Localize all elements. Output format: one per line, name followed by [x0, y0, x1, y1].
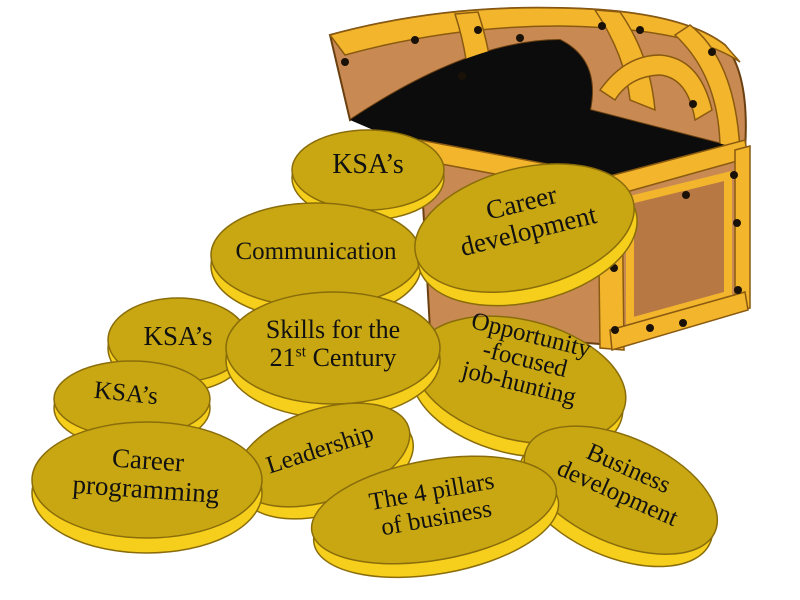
coin-career-development	[414, 163, 638, 307]
coin-label-skills: Skills for the 21st Century	[238, 315, 428, 372]
coin-label-ksa-top: KSA’s	[308, 149, 428, 180]
coin-label-communication: Communication	[216, 238, 416, 265]
coin-label-line: Skills for the	[265, 315, 401, 344]
coin-ksa-top	[291, 129, 445, 221]
coin-label-line: KSA’s	[332, 149, 404, 180]
coin-career-programming	[31, 421, 263, 554]
coin-label-line: KSA’s	[143, 321, 213, 351]
coin-business-development	[518, 425, 719, 568]
coin-label-part: 21	[269, 343, 296, 373]
coin-skills	[225, 291, 441, 419]
coin-label-ksa-left: KSA’s	[120, 321, 236, 351]
coin-four-pillars	[310, 455, 560, 579]
coin-label-line: Communication	[235, 238, 397, 265]
coin-label-part: Century	[306, 343, 397, 373]
coin-opportunity	[410, 315, 627, 458]
coin-label-line: 21st Century	[238, 344, 428, 372]
coin-label-superscript: st	[295, 343, 307, 361]
